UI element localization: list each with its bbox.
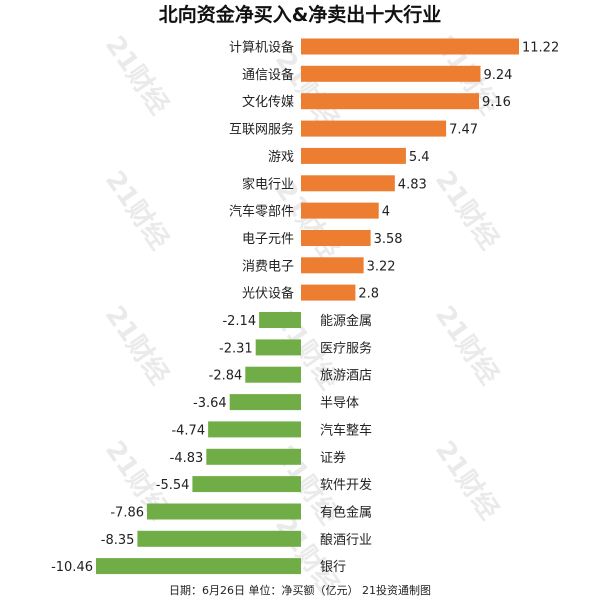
value-label-1: 11.22 bbox=[522, 41, 559, 56]
value-label-9: 3.22 bbox=[367, 259, 396, 274]
watermark-9: 21财经 bbox=[429, 300, 505, 390]
chart-title: 北向资金净买入&净卖出十大行业 bbox=[159, 3, 442, 26]
value-label-15: -4.74 bbox=[171, 423, 205, 438]
category-label-8: 电子元件 bbox=[242, 232, 294, 247]
category-label-9: 消费电子 bbox=[242, 259, 294, 274]
watermark-12: 21财经 bbox=[429, 435, 505, 525]
category-label-6: 家电行业 bbox=[242, 176, 294, 192]
value-label-4: 7.47 bbox=[449, 123, 478, 138]
value-label-12: -2.31 bbox=[219, 341, 253, 356]
value-label-7: 4 bbox=[382, 205, 390, 220]
bar-10 bbox=[301, 284, 356, 301]
value-label-14: -3.64 bbox=[193, 396, 227, 411]
value-label-13: -2.84 bbox=[209, 369, 243, 384]
value-label-11: -2.14 bbox=[222, 314, 256, 329]
category-label-10: 光伏设备 bbox=[242, 286, 294, 302]
bars-layer: 计算机设备 11.22 通信设备 9.24 文化传媒 9.16 互联网服务 7.47 游戏 5.4… bbox=[51, 38, 559, 575]
watermark-6: 21财经 bbox=[429, 165, 505, 255]
category-label-5: 游戏 bbox=[268, 150, 294, 165]
value-label-6: 4.83 bbox=[398, 177, 427, 192]
category-label-11: 能源金属 bbox=[320, 313, 372, 329]
value-label-8: 3.58 bbox=[374, 232, 403, 247]
value-label-19: -8.35 bbox=[101, 533, 135, 548]
bar-20 bbox=[96, 558, 301, 575]
bar-11 bbox=[259, 312, 301, 328]
category-label-13: 旅游酒店 bbox=[320, 369, 372, 384]
bar-16 bbox=[206, 448, 301, 465]
category-label-19: 酿酒行业 bbox=[320, 532, 372, 548]
value-label-17: -5.54 bbox=[156, 478, 190, 493]
watermark-7: 21财经 bbox=[99, 300, 175, 390]
category-label-7: 汽车零部件 bbox=[229, 204, 294, 220]
category-label-20: 银行 bbox=[320, 560, 346, 575]
category-label-2: 通信设备 bbox=[242, 67, 294, 83]
bar-14 bbox=[229, 394, 301, 411]
value-label-16: -4.83 bbox=[170, 451, 204, 466]
value-label-5: 5.4 bbox=[409, 150, 430, 165]
category-label-1: 计算机设备 bbox=[229, 40, 294, 56]
category-label-4: 互联网服务 bbox=[229, 122, 294, 138]
value-label-10: 2.8 bbox=[358, 287, 379, 302]
category-label-3: 文化传媒 bbox=[242, 95, 294, 110]
bar-9 bbox=[301, 257, 364, 274]
bar-13 bbox=[245, 366, 301, 383]
bar-12 bbox=[255, 339, 301, 356]
bar-6 bbox=[301, 175, 395, 192]
bar-18 bbox=[147, 503, 301, 520]
category-label-12: 医疗服务 bbox=[320, 340, 372, 356]
value-label-20: -10.46 bbox=[51, 560, 93, 575]
category-label-17: 软件开发 bbox=[320, 477, 372, 493]
value-label-18: -7.86 bbox=[110, 506, 144, 521]
category-label-18: 有色金属 bbox=[320, 505, 372, 521]
bar-5 bbox=[301, 147, 406, 164]
bar-3 bbox=[301, 93, 479, 110]
category-label-15: 汽车整车 bbox=[320, 422, 372, 438]
bar-4 bbox=[301, 120, 447, 137]
watermark-4: 21财经 bbox=[99, 165, 175, 255]
footer-note: 日期：6月26日 单位：净买额（亿元） 21投资通制图 bbox=[169, 583, 431, 597]
bar-19 bbox=[137, 530, 301, 547]
bar-7 bbox=[301, 202, 379, 219]
category-label-16: 证券 bbox=[320, 450, 346, 466]
bar-1 bbox=[301, 38, 519, 55]
category-label-14: 半导体 bbox=[320, 396, 359, 411]
value-label-3: 9.16 bbox=[482, 95, 511, 110]
bar-17 bbox=[192, 476, 301, 493]
bar-8 bbox=[301, 230, 371, 246]
watermark-1: 21财经 bbox=[99, 30, 175, 120]
bar-2 bbox=[301, 65, 481, 82]
value-label-2: 9.24 bbox=[484, 68, 513, 83]
bar-15 bbox=[208, 421, 301, 438]
